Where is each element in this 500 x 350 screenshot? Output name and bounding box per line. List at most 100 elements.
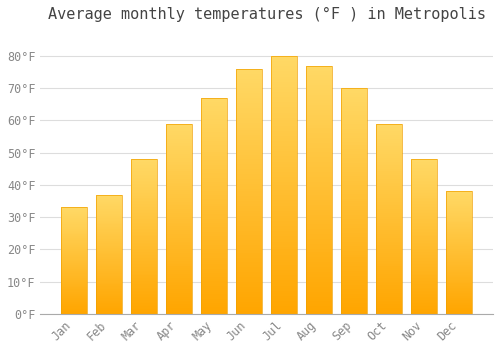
Bar xyxy=(446,286,472,287)
Bar xyxy=(411,161,438,162)
Bar xyxy=(446,237,472,238)
Bar xyxy=(236,275,262,277)
Bar xyxy=(131,252,157,253)
Bar xyxy=(201,245,228,247)
Bar xyxy=(376,179,402,181)
Bar xyxy=(411,306,438,308)
Bar xyxy=(96,218,122,219)
Bar xyxy=(96,204,122,205)
Bar xyxy=(446,288,472,289)
Bar xyxy=(131,173,157,175)
Bar xyxy=(61,224,87,225)
Bar xyxy=(341,97,367,99)
Bar xyxy=(131,230,157,232)
Bar xyxy=(166,230,192,232)
Bar xyxy=(201,202,228,204)
Bar xyxy=(306,296,332,299)
Bar xyxy=(131,294,157,295)
Bar xyxy=(236,280,262,282)
Bar xyxy=(61,303,87,304)
Bar xyxy=(306,307,332,309)
Bar xyxy=(61,216,87,217)
Title: Average monthly temperatures (°F ) in Metropolis: Average monthly temperatures (°F ) in Me… xyxy=(48,7,486,22)
Bar xyxy=(201,124,228,126)
Bar xyxy=(271,146,297,149)
Bar xyxy=(131,184,157,186)
Bar xyxy=(236,76,262,79)
Bar xyxy=(341,255,367,258)
Bar xyxy=(201,158,228,160)
Bar xyxy=(236,270,262,272)
Bar xyxy=(236,204,262,206)
Bar xyxy=(306,192,332,195)
Bar xyxy=(446,196,472,197)
Bar xyxy=(446,224,472,226)
Bar xyxy=(201,156,228,158)
Bar xyxy=(271,237,297,239)
Bar xyxy=(446,307,472,308)
Bar xyxy=(236,103,262,106)
Bar xyxy=(61,210,87,211)
Bar xyxy=(131,286,157,288)
Bar xyxy=(271,250,297,252)
Bar xyxy=(411,215,438,216)
Bar xyxy=(96,195,122,314)
Bar xyxy=(341,93,367,95)
Bar xyxy=(411,164,438,165)
Bar xyxy=(271,247,297,250)
Bar xyxy=(131,198,157,199)
Bar xyxy=(376,126,402,127)
Bar xyxy=(201,126,228,128)
Bar xyxy=(446,215,472,216)
Bar xyxy=(446,194,472,195)
Bar xyxy=(341,95,367,97)
Bar xyxy=(201,108,228,111)
Bar xyxy=(61,274,87,275)
Bar xyxy=(201,147,228,150)
Bar xyxy=(306,195,332,197)
Bar xyxy=(166,240,192,242)
Bar xyxy=(201,98,228,100)
Bar xyxy=(306,135,332,138)
Bar xyxy=(376,177,402,179)
Bar xyxy=(166,251,192,253)
Bar xyxy=(166,158,192,160)
Bar xyxy=(446,250,472,251)
Bar xyxy=(341,262,367,264)
Bar xyxy=(131,219,157,221)
Bar xyxy=(201,277,228,279)
Bar xyxy=(376,124,402,126)
Bar xyxy=(341,260,367,262)
Bar xyxy=(236,233,262,236)
Bar xyxy=(376,266,402,268)
Bar xyxy=(96,245,122,246)
Bar xyxy=(306,212,332,215)
Bar xyxy=(166,187,192,188)
Bar xyxy=(306,205,332,207)
Bar xyxy=(271,123,297,126)
Bar xyxy=(411,230,438,232)
Bar xyxy=(201,258,228,260)
Bar xyxy=(376,280,402,281)
Bar xyxy=(411,193,438,195)
Bar xyxy=(131,190,157,191)
Bar xyxy=(306,301,332,304)
Bar xyxy=(446,216,472,217)
Bar xyxy=(236,155,262,157)
Bar xyxy=(271,56,297,58)
Bar xyxy=(201,119,228,121)
Bar xyxy=(306,269,332,272)
Bar xyxy=(166,194,192,196)
Bar xyxy=(376,281,402,284)
Bar xyxy=(61,283,87,284)
Bar xyxy=(61,259,87,260)
Bar xyxy=(96,284,122,285)
Bar xyxy=(376,196,402,198)
Bar xyxy=(376,249,402,251)
Bar xyxy=(131,263,157,264)
Bar xyxy=(96,310,122,312)
Bar xyxy=(376,312,402,314)
Bar xyxy=(341,217,367,219)
Bar xyxy=(236,277,262,280)
Bar xyxy=(376,274,402,276)
